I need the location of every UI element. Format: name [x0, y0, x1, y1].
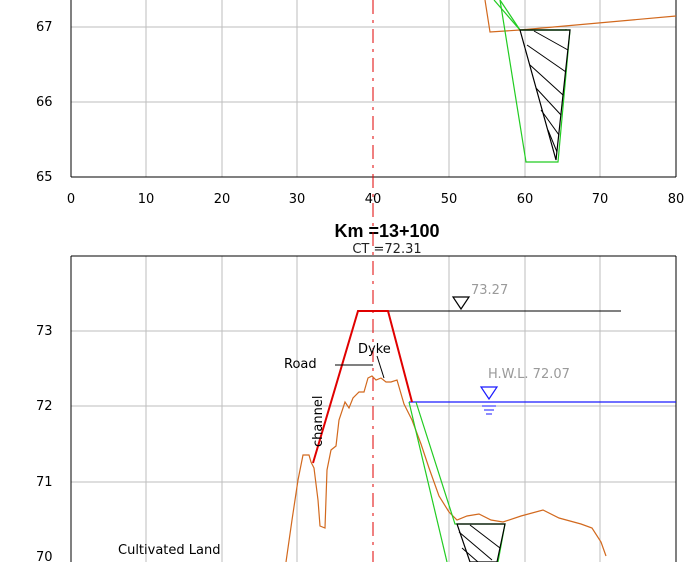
lower-ground-profile [285, 375, 607, 562]
lower-y-tick-70: 70 [36, 550, 53, 562]
side-slope-outer [408, 401, 448, 562]
ct-label: CT =72.31 [352, 242, 421, 257]
section-title: Km =13+100 [334, 221, 439, 241]
crest-level-label: 73.27 [471, 283, 508, 298]
upper-y-tick-65: 65 [36, 170, 53, 185]
lower-hatched-fill [456, 523, 506, 562]
upper-side-slope-outline [493, 0, 567, 31]
hwl-label: H.W.L. 72.07 [488, 367, 570, 382]
upper-y-tick-66: 66 [36, 95, 53, 110]
upper-x-tick-70: 70 [592, 192, 609, 207]
upper-x-tick-20: 20 [214, 192, 231, 207]
hwl-water-symbol-icon [482, 405, 496, 415]
hwl-marker-icon [479, 386, 499, 401]
upper-section-grid [71, 0, 676, 177]
upper-y-tick-67: 67 [36, 20, 53, 35]
upper-hatch-lines [526, 30, 569, 153]
lower-y-tick-72: 72 [36, 399, 53, 414]
upper-x-tick-40: 40 [365, 192, 382, 207]
crest-level-marker-icon [451, 296, 471, 311]
cultivated-land-label: Cultivated Land [118, 543, 220, 558]
lower-y-tick-71: 71 [36, 475, 53, 490]
upper-x-tick-0: 0 [67, 192, 75, 207]
dyke-design-section [312, 310, 413, 464]
upper-x-tick-50: 50 [441, 192, 458, 207]
lower-section-frame [70, 255, 677, 562]
lower-y-tick-73: 73 [36, 324, 53, 339]
lower-hatch-lines [458, 524, 501, 562]
dyke-leader-line [376, 355, 385, 379]
upper-x-tick-10: 10 [138, 192, 155, 207]
upper-x-tick-30: 30 [289, 192, 306, 207]
dyke-label: Dyke [358, 342, 391, 357]
upper-x-tick-80: 80 [668, 192, 685, 207]
upper-x-tick-60: 60 [517, 192, 534, 207]
road-label: Road [284, 357, 317, 372]
upper-excavation-section [499, 0, 571, 163]
channel-label: channel [311, 396, 326, 447]
